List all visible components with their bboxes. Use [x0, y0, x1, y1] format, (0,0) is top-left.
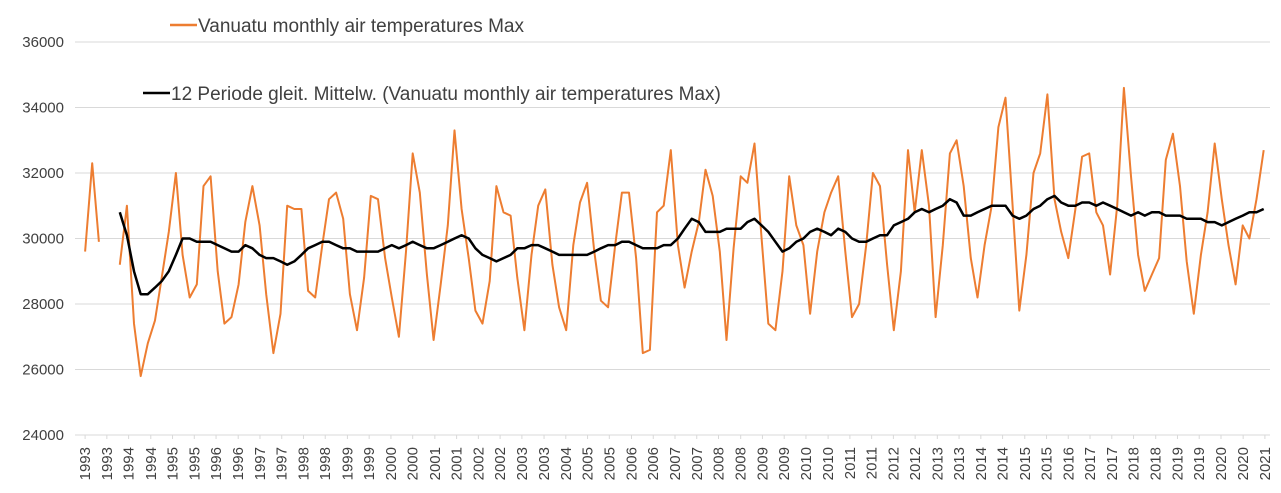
x-tick-label: 2020 — [1235, 447, 1252, 480]
x-tick-label: 1998 — [295, 447, 312, 480]
x-tick-label: 2015 — [1017, 447, 1034, 480]
x-tick-label: 2005 — [601, 447, 618, 480]
x-tick-label: 2014 — [973, 447, 990, 480]
x-tick-label: 2003 — [514, 447, 531, 480]
x-tick-label: 2008 — [711, 447, 728, 480]
x-tick-label: 2017 — [1104, 447, 1121, 480]
legend-label: Vanuatu monthly air temperatures Max — [198, 16, 524, 37]
x-tick-label: 1997 — [252, 447, 269, 480]
x-tick-label: 2011 — [842, 447, 859, 479]
x-tick-label: 2013 — [929, 447, 946, 480]
x-tick-label: 2020 — [1213, 447, 1230, 480]
x-tick-label: 1993 — [77, 447, 94, 480]
y-tick-label: 24000 — [22, 427, 64, 444]
x-tick-label: 1999 — [361, 447, 378, 480]
x-tick-label: 2018 — [1148, 447, 1165, 480]
x-tick-label: 2013 — [951, 447, 968, 480]
y-tick-label: 26000 — [22, 362, 64, 379]
x-tick-label: 2007 — [667, 447, 684, 480]
x-tick-label: 2010 — [820, 447, 837, 480]
x-tick-label: 2019 — [1169, 447, 1186, 480]
x-tick-label: 2018 — [1126, 447, 1143, 480]
x-tick-label: 2015 — [1039, 447, 1056, 480]
x-tick-label: 2014 — [995, 447, 1012, 480]
x-tick-label: 2009 — [754, 447, 771, 480]
x-tick-label: 2006 — [645, 447, 662, 480]
x-tick-label: 2005 — [580, 447, 597, 480]
x-tick-label: 1996 — [208, 447, 225, 480]
x-tick-label: 2002 — [492, 447, 509, 480]
x-tick-label: 2002 — [470, 447, 487, 480]
x-tick-label: 2009 — [776, 447, 793, 480]
legend-label: 12 Periode gleit. Mittelw. (Vanuatu mont… — [171, 84, 721, 105]
y-tick-label: 30000 — [22, 231, 64, 248]
x-tick-label: 2011 — [864, 447, 881, 479]
x-tick-label: 2000 — [405, 447, 422, 480]
x-tick-label: 1995 — [186, 447, 203, 480]
x-tick-label: 1996 — [230, 447, 247, 480]
y-tick-label: 28000 — [22, 296, 64, 313]
x-tick-label: 2007 — [689, 447, 706, 480]
series-line — [118, 194, 1265, 296]
x-tick-label: 2019 — [1191, 447, 1208, 480]
x-tick-label: 1994 — [121, 447, 138, 480]
x-tick-label: 1994 — [143, 447, 160, 480]
x-tick-label: 2001 — [427, 447, 444, 480]
x-tick-label: 2001 — [449, 447, 466, 480]
x-tick-label: 1995 — [165, 447, 182, 480]
x-tick-label: 2006 — [623, 447, 640, 480]
x-tick-label: 2012 — [885, 447, 902, 480]
x-tick-label: 1997 — [274, 447, 291, 480]
x-tick-label: 1999 — [339, 447, 356, 480]
x-tick-label: 1998 — [317, 447, 334, 480]
x-tick-label: 2003 — [536, 447, 553, 480]
y-tick-label: 32000 — [22, 165, 64, 182]
y-tick-label: 34000 — [22, 100, 64, 117]
x-tick-label: 2016 — [1060, 447, 1077, 480]
x-tick-label: 2021 — [1257, 447, 1274, 480]
series-line — [84, 86, 1265, 378]
x-tick-label: 2017 — [1082, 447, 1099, 480]
x-tick-label: 1993 — [99, 447, 116, 480]
x-tick-label: 2008 — [733, 447, 750, 480]
y-tick-label: 36000 — [22, 34, 64, 51]
x-tick-label: 2004 — [558, 447, 575, 480]
x-tick-label: 2010 — [798, 447, 815, 480]
x-tick-label: 2012 — [907, 447, 924, 480]
x-tick-label: 2000 — [383, 447, 400, 480]
